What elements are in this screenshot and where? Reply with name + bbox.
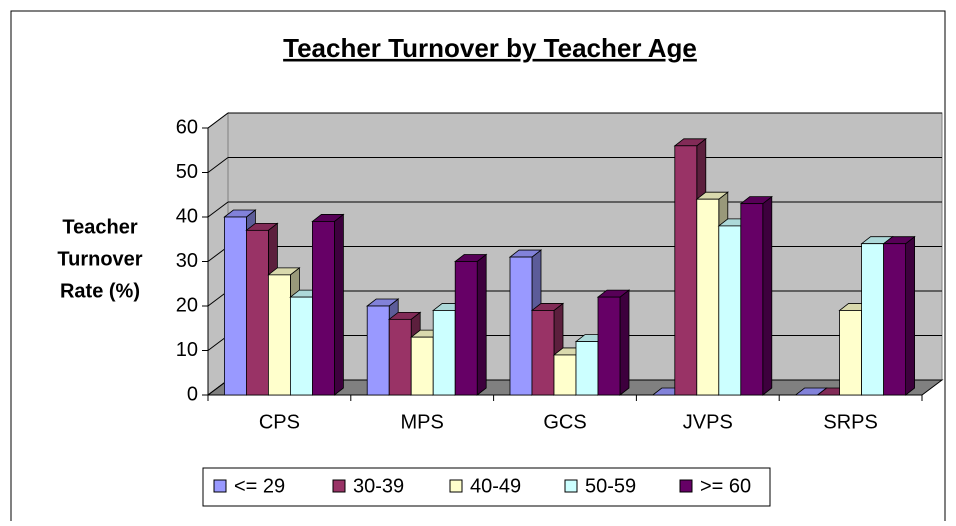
bar (454, 261, 478, 396)
bar (509, 256, 533, 396)
bar (861, 243, 884, 396)
bar (267, 274, 291, 396)
bar (388, 318, 412, 396)
y-axis-label: Rate (%) (60, 280, 140, 302)
y-tick-label: 30 (176, 250, 198, 272)
legend-label: 30-39 (353, 475, 404, 497)
bar (223, 216, 247, 396)
legend-swatch (564, 479, 578, 493)
y-tick-label: 40 (176, 205, 198, 227)
legend-swatch (679, 479, 693, 493)
bar (597, 296, 621, 396)
legend-swatch (449, 479, 463, 493)
bar (575, 341, 599, 396)
bar (366, 305, 390, 396)
grid-line (207, 112, 229, 129)
grid-line (207, 201, 229, 218)
legend-swatch (332, 479, 346, 493)
legend-box (202, 467, 771, 507)
grid-line (207, 157, 229, 173)
bar (696, 198, 720, 396)
legend-swatch (213, 479, 227, 493)
x-tick-label: SRPS (823, 411, 877, 433)
bar (289, 296, 313, 396)
bar (432, 310, 456, 396)
bar (245, 229, 269, 396)
y-tick-label: 0 (187, 383, 198, 405)
bar (531, 310, 555, 396)
x-tick-label: GCS (543, 411, 586, 433)
y-tick-label: 60 (176, 116, 198, 138)
bar (740, 203, 764, 396)
bar-side (619, 289, 630, 396)
bar-side (762, 195, 773, 396)
legend-label: 50-59 (585, 475, 636, 497)
y-axis-label: Turnover (57, 248, 142, 270)
bar (311, 221, 335, 396)
x-tick-label: MPS (401, 411, 444, 433)
bar (410, 336, 434, 396)
legend-label: 40-49 (470, 475, 521, 497)
bar (553, 354, 577, 396)
chart-title: Teacher Turnover by Teacher Age (283, 33, 697, 63)
legend-label: >= 60 (700, 475, 751, 497)
bar (839, 310, 862, 396)
bar (883, 243, 906, 396)
legend-label: <= 29 (234, 475, 285, 497)
y-tick-label: 50 (176, 161, 198, 183)
bar-side (476, 253, 487, 396)
y-axis-label: Teacher (62, 216, 137, 238)
y-tick-label: 20 (176, 294, 198, 316)
x-tick-label: JVPS (683, 411, 733, 433)
bar (674, 145, 698, 396)
bar-side (333, 213, 344, 396)
bar (718, 225, 742, 396)
bar-side (905, 235, 915, 396)
x-tick-label: CPS (259, 411, 300, 433)
y-tick-label: 10 (176, 339, 198, 361)
